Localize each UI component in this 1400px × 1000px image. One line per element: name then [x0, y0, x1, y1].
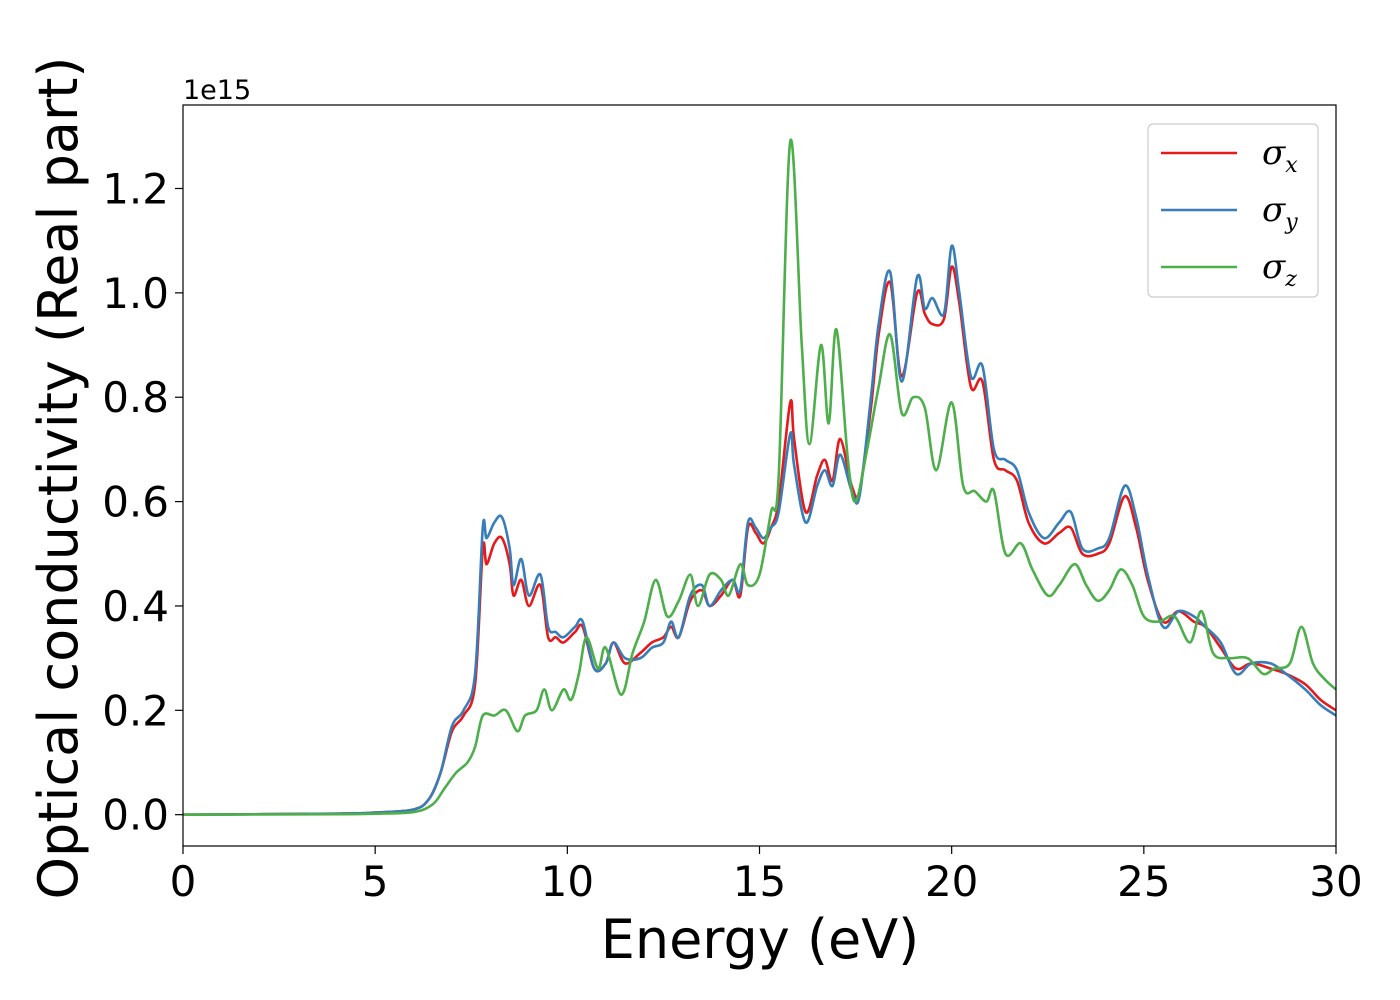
- x-tick-label: 0: [170, 857, 197, 906]
- x-tick-label: 15: [733, 857, 786, 906]
- y-tick-label: 0.0: [102, 791, 169, 840]
- x-tick-label: 10: [541, 857, 594, 906]
- y-tick-label: 0.4: [102, 582, 169, 631]
- y-tick-label: 1.2: [102, 164, 169, 213]
- series-line-y: [183, 244, 1336, 816]
- x-tick-label: 30: [1309, 857, 1362, 906]
- x-tick-label: 20: [925, 857, 978, 906]
- y-tick-label: 0.6: [102, 478, 169, 527]
- series-line-x: [183, 265, 1336, 816]
- x-axis-label: Energy (eV): [601, 908, 920, 971]
- y-axis-label: Optical conductivity (Real part): [27, 57, 90, 900]
- series-line-z: [183, 138, 1336, 816]
- x-tick-label: 5: [362, 857, 389, 906]
- y-tick-label: 0.2: [102, 686, 169, 735]
- x-tick-label: 25: [1117, 857, 1170, 906]
- y-tick-label: 0.8: [102, 373, 169, 422]
- y-axis-offset-text: 1e15: [183, 75, 251, 106]
- y-tick-label: 1.0: [102, 269, 169, 318]
